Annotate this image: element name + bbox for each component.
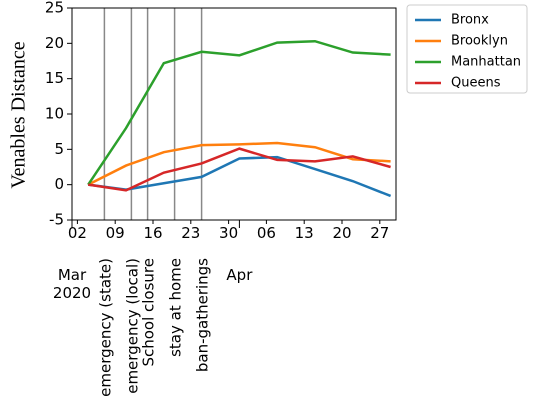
x-tick-label: 02: [68, 224, 87, 242]
x-major-tick-label: Apr: [226, 266, 253, 284]
event-label: emergency (state): [96, 258, 114, 397]
series-line: [88, 155, 392, 198]
x-tick-label: 06: [257, 224, 276, 242]
legend-label: Queens: [451, 76, 501, 91]
x-tick-label: 27: [370, 224, 389, 242]
series-line: [87, 141, 391, 186]
legend-label: Brooklyn: [451, 34, 508, 49]
y-tick-label: 10: [45, 105, 64, 123]
legend-box: [406, 4, 528, 94]
y-tick-label: 0: [54, 175, 64, 193]
x-tick-label: 16: [143, 224, 162, 242]
x-tick-label: 23: [181, 224, 200, 242]
y-tick-label: 20: [45, 34, 64, 52]
series-line: [88, 147, 391, 192]
x-tick-label: 30: [219, 224, 238, 242]
y-axis-label: Venables Distance: [8, 41, 30, 188]
event-label: ban-gatherings: [194, 258, 212, 372]
x-major-tick-label: Mar 2020: [53, 266, 91, 302]
x-tick-label: 13: [295, 224, 314, 242]
plot-frame: [71, 7, 397, 221]
y-tick-label: 15: [45, 69, 64, 87]
series-line: [87, 39, 391, 186]
y-tick-label: 5: [54, 140, 64, 158]
event-label: School closure: [140, 258, 158, 367]
legend-label: Manhattan: [451, 55, 521, 70]
event-label: emergency (local): [123, 258, 141, 394]
x-tick-label: 09: [106, 224, 125, 242]
y-tick-label: 25: [45, 0, 64, 17]
event-label: stay at home: [167, 258, 185, 357]
x-tick-label: 20: [332, 224, 351, 242]
y-tick-label: -5: [49, 211, 64, 229]
legend-label: Bronx: [451, 13, 489, 28]
